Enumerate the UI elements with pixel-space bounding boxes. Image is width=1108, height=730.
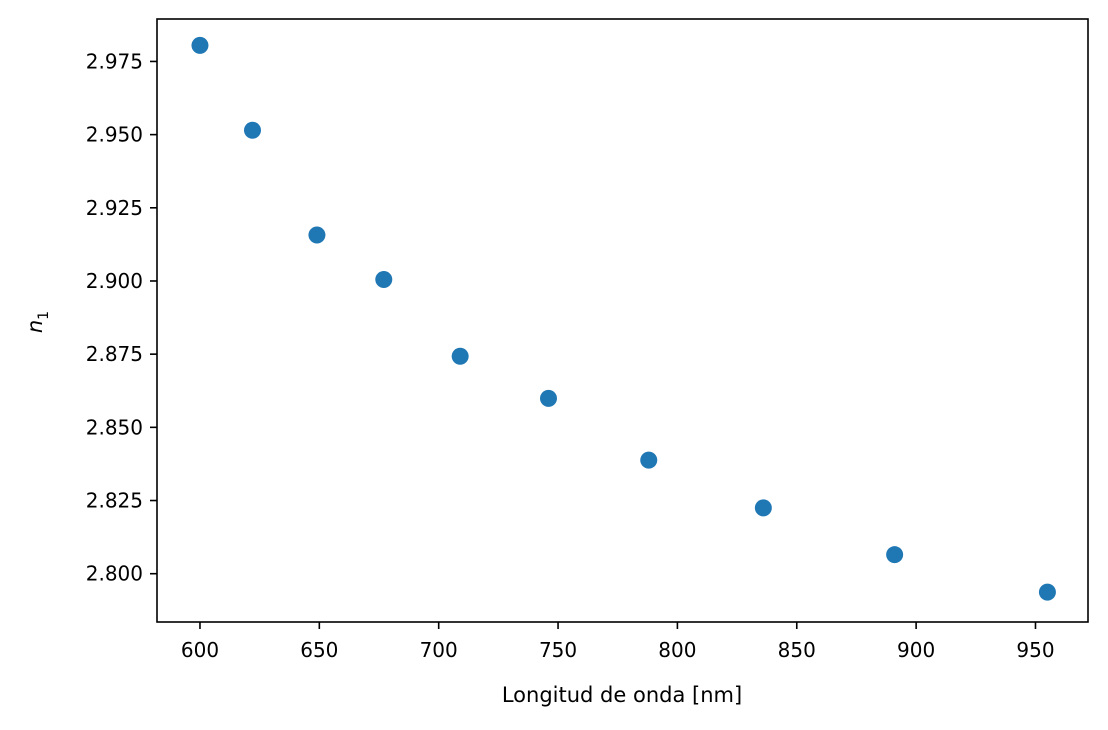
y-tick-label: 2.850	[86, 415, 143, 439]
data-point	[886, 546, 904, 564]
plot-frame	[156, 18, 1089, 623]
x-axis-label: Longitud de onda [nm]	[502, 683, 742, 707]
y-axis-label-symbol: n	[23, 320, 47, 333]
x-tick-label: 950	[1016, 638, 1054, 662]
x-tick-label: 700	[420, 638, 458, 662]
data-point	[191, 36, 209, 54]
y-tick-label: 2.825	[86, 489, 143, 513]
ticks-layer: 600 650 700 750 800 850 900 950 2.800 2.825 2.850 2…	[86, 49, 1055, 662]
x-tick-label: 750	[539, 638, 577, 662]
data-point	[539, 389, 557, 407]
data-point	[308, 226, 326, 244]
y-tick-label: 2.950	[86, 123, 143, 147]
data-point	[375, 271, 393, 289]
data-points	[191, 36, 1056, 601]
y-tick-label: 2.975	[86, 49, 143, 73]
x-tick-label: 900	[897, 638, 935, 662]
y-tick-label: 2.900	[86, 269, 143, 293]
y-axis-label: n1	[23, 311, 52, 333]
y-tick-label: 2.800	[86, 562, 143, 586]
data-point	[451, 347, 469, 365]
x-tick-label: 600	[181, 638, 219, 662]
data-point	[754, 499, 772, 517]
x-tick-label: 850	[778, 638, 816, 662]
x-tick-label: 650	[300, 638, 338, 662]
data-point	[243, 121, 261, 139]
y-tick-label: 2.875	[86, 342, 143, 366]
y-axis-label-subscript: 1	[36, 311, 52, 320]
data-point	[640, 451, 658, 469]
y-tick-label: 2.925	[86, 196, 143, 220]
x-tick-label: 800	[658, 638, 696, 662]
data-point	[1038, 583, 1056, 601]
